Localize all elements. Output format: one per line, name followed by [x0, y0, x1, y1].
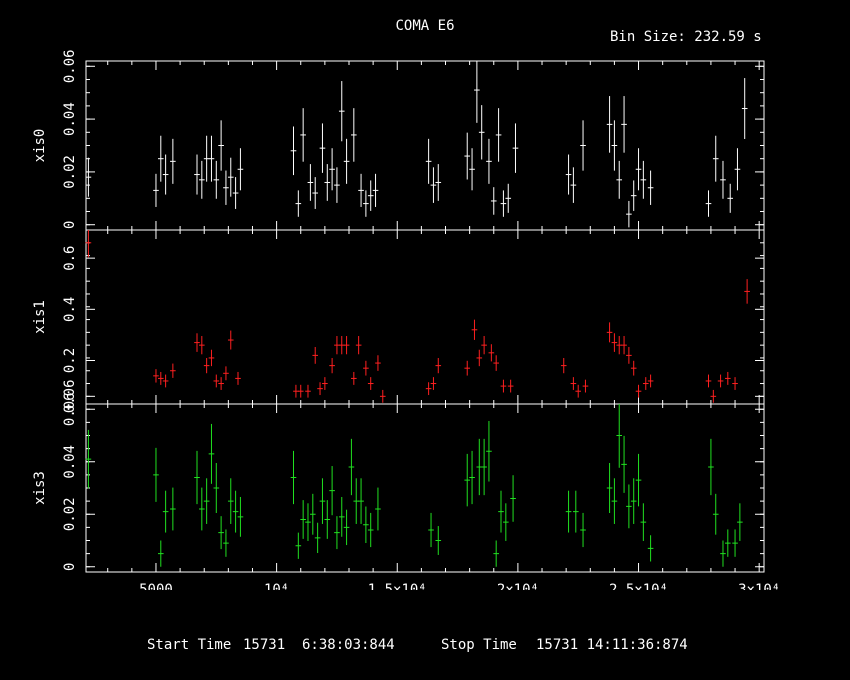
x-tick-label: 1.5×10⁴: [368, 582, 427, 590]
y-tick-label: 0.2: [62, 348, 78, 373]
chart-title: COMA E6: [395, 18, 455, 34]
stop-time-label: Stop Time: [441, 637, 517, 653]
y-tick-label: 0.4: [62, 297, 78, 322]
x-tick-label: 5000: [139, 582, 173, 590]
y-tick-label: 0.06: [62, 392, 78, 426]
x-tick-label: 2×10⁴: [497, 582, 539, 590]
y-tick-label: 0.04: [62, 102, 78, 136]
stop-time-value: 15731 14:11:36:874: [536, 637, 688, 653]
panel-frame: [85, 403, 765, 573]
x-tick-label: 3×10⁴: [738, 582, 780, 590]
y-tick-label: 0: [62, 221, 78, 229]
y-tick-label: 0.04: [62, 445, 78, 479]
y-tick-label: 0: [62, 563, 78, 571]
y-axis-label: xis1: [32, 300, 48, 334]
start-time-value: 15731 6:38:03:844: [243, 637, 395, 653]
x-tick-label: 10⁴: [264, 582, 289, 590]
x-tick-label: 2.5×10⁴: [609, 582, 668, 590]
light-curve-plot: 0 0.02 0.04 0.06 xis0 0.06 0.2 0.4 0.6 xis1 0 0.02 0…: [32, 49, 780, 590]
y-tick-label: 0.06: [62, 49, 78, 83]
y-tick-label: 0.02: [62, 155, 78, 189]
y-axis-label: xis3: [32, 471, 48, 505]
bin-size-label: Bin Size: 232.59 s: [610, 29, 762, 45]
panel-frame: [85, 229, 765, 405]
y-tick-label: 0.06: [62, 379, 78, 413]
y-tick-label: 0.02: [62, 497, 78, 531]
y-axis-label: xis0: [32, 129, 48, 163]
y-tick-label: 0.6: [62, 245, 78, 270]
panel-frame: [85, 60, 765, 231]
start-time-label: Start Time: [147, 637, 232, 653]
